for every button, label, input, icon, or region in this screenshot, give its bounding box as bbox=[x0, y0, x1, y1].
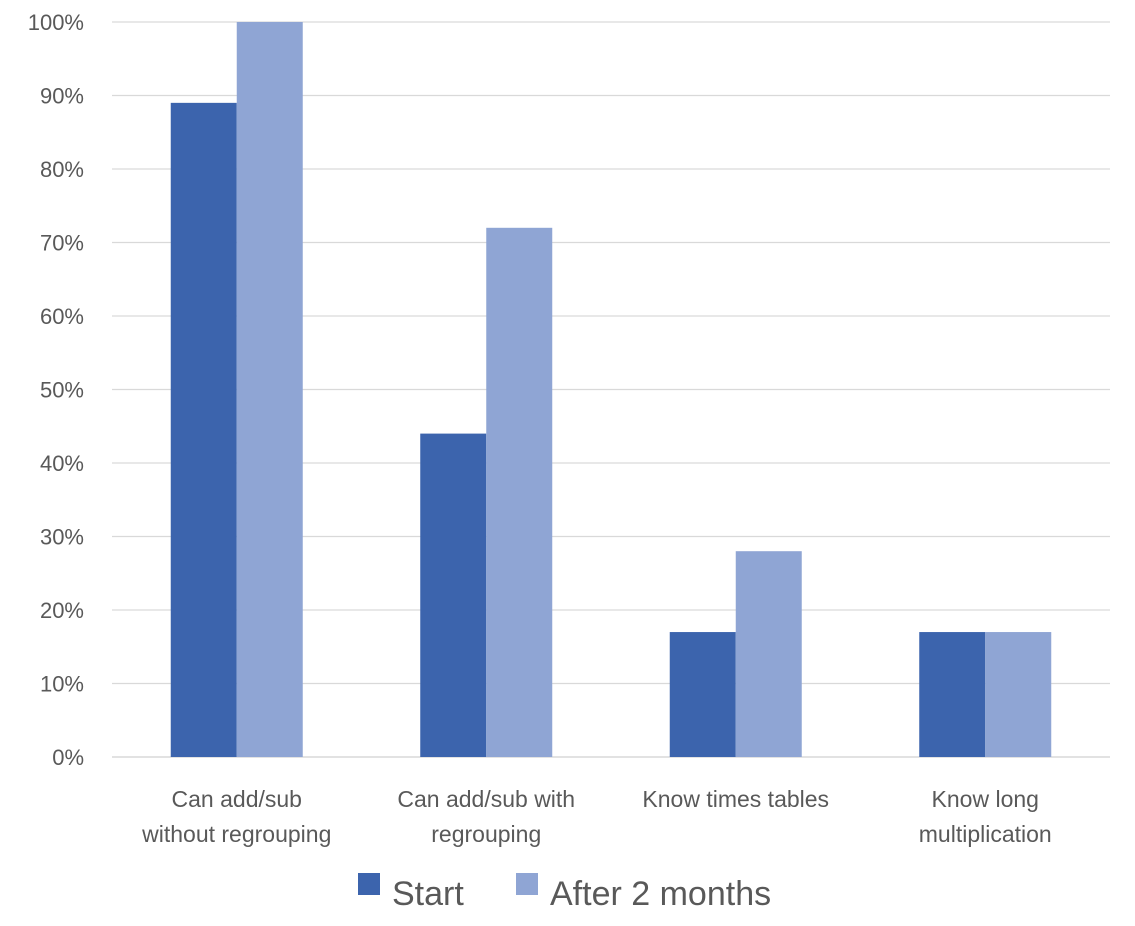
legend-swatch bbox=[516, 873, 538, 895]
bar-start bbox=[919, 632, 986, 757]
y-tick-label: 10% bbox=[40, 672, 84, 697]
bar-after-2-months bbox=[486, 227, 553, 758]
y-tick-label: 90% bbox=[40, 84, 84, 109]
y-tick-label: 0% bbox=[52, 745, 84, 770]
y-tick-label: 30% bbox=[40, 525, 84, 550]
legend-label: Start bbox=[392, 875, 464, 913]
y-tick-label: 80% bbox=[40, 157, 84, 182]
legend-item-start: Start bbox=[358, 873, 464, 913]
x-category-label: Can add/sub with regrouping bbox=[397, 786, 575, 847]
bars bbox=[170, 22, 1052, 758]
x-category-label: Know times tables bbox=[642, 786, 829, 812]
y-tick-label: 20% bbox=[40, 598, 84, 623]
y-axis-tick-labels: 0% 10% 20% 30% 40% 50% 60% 70% 80% 90% 100% bbox=[28, 10, 84, 770]
legend: Start After 2 months bbox=[358, 873, 771, 913]
y-tick-label: 40% bbox=[40, 451, 84, 476]
bar-start bbox=[420, 433, 487, 757]
bar-start bbox=[170, 102, 237, 758]
bar-start bbox=[669, 632, 736, 757]
x-category-label: Know long multiplication bbox=[919, 786, 1052, 847]
y-tick-label: 100% bbox=[28, 10, 84, 35]
legend-swatch bbox=[358, 873, 380, 895]
y-tick-label: 50% bbox=[40, 378, 84, 403]
legend-label: After 2 months bbox=[550, 875, 771, 913]
x-axis-category-labels: Can add/sub without regrouping Can add/sub… bbox=[141, 786, 1052, 847]
bar-after-2-months bbox=[236, 22, 303, 757]
x-category-label: Can add/sub without regrouping bbox=[141, 786, 331, 847]
bar-after-2-months bbox=[985, 632, 1052, 757]
legend-item-after-2-months: After 2 months bbox=[516, 873, 771, 913]
bar-after-2-months bbox=[735, 551, 802, 757]
y-tick-label: 70% bbox=[40, 231, 84, 256]
y-tick-label: 60% bbox=[40, 304, 84, 329]
